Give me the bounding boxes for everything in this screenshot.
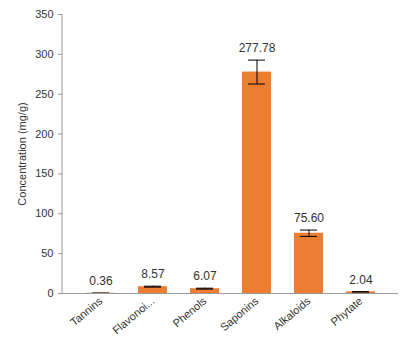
- svg-text:Phytate: Phytate: [328, 295, 364, 328]
- svg-text:0.36: 0.36: [89, 274, 113, 288]
- svg-text:8.57: 8.57: [141, 267, 165, 281]
- svg-text:Concentration (mg/g): Concentration (mg/g): [16, 102, 28, 205]
- svg-text:Phenols: Phenols: [170, 294, 209, 329]
- svg-text:350: 350: [35, 8, 53, 20]
- svg-text:Flavonoi...: Flavonoi...: [110, 295, 157, 337]
- svg-text:2.04: 2.04: [349, 273, 373, 287]
- svg-text:100: 100: [35, 207, 53, 219]
- svg-text:200: 200: [35, 128, 53, 140]
- svg-text:150: 150: [35, 167, 53, 179]
- svg-text:0: 0: [47, 287, 53, 299]
- svg-text:Tannins: Tannins: [68, 294, 105, 328]
- svg-text:277.78: 277.78: [239, 41, 276, 55]
- svg-text:Alkaloids: Alkaloids: [271, 294, 313, 332]
- svg-text:6.07: 6.07: [193, 269, 217, 283]
- svg-text:Saponins: Saponins: [218, 294, 261, 333]
- svg-text:50: 50: [41, 247, 53, 259]
- svg-text:75.60: 75.60: [294, 211, 324, 225]
- svg-text:250: 250: [35, 88, 53, 100]
- svg-text:300: 300: [35, 48, 53, 60]
